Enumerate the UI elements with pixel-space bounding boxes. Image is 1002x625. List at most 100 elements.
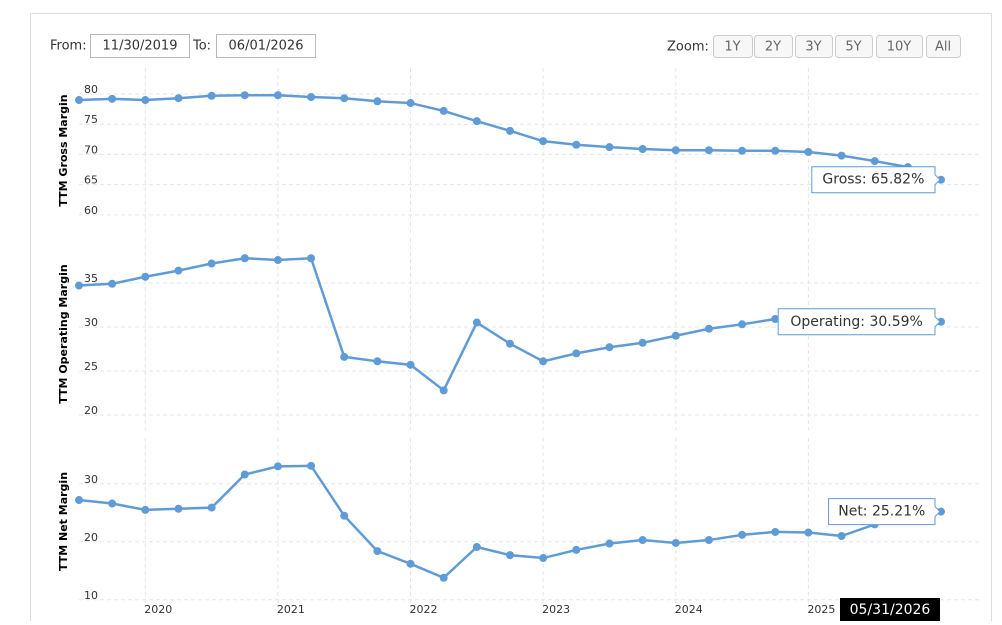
point <box>108 94 117 103</box>
zoom-button[interactable] <box>876 35 923 58</box>
point <box>141 96 150 105</box>
point <box>240 470 249 479</box>
y-tick-label: 35 <box>84 272 98 285</box>
point <box>373 547 382 556</box>
zoom-button[interactable] <box>713 35 753 58</box>
point <box>638 144 647 153</box>
tooltip-box <box>811 166 941 194</box>
point <box>837 531 846 540</box>
point <box>472 543 481 552</box>
y-tick-label: 70 <box>84 143 98 156</box>
point <box>373 357 382 366</box>
y-axis-title: TTM Net Margin <box>57 472 70 571</box>
tooltip-text: Gross: 65.82% <box>822 172 924 188</box>
zoom-button-label: 5Y <box>845 40 861 55</box>
point <box>506 339 514 348</box>
point <box>406 99 415 108</box>
point <box>307 254 316 263</box>
point <box>506 551 514 560</box>
point <box>75 96 83 105</box>
x-tick-label: 2025 <box>807 603 835 616</box>
point <box>671 146 680 155</box>
frame <box>30 13 992 621</box>
zoom-button[interactable] <box>926 35 961 58</box>
point <box>108 499 117 508</box>
y-tick-label: 25 <box>84 360 98 373</box>
tooltip-box <box>828 498 941 526</box>
zoom-label: Zoom: <box>667 40 709 55</box>
y-tick-label: 60 <box>84 204 98 217</box>
point <box>738 146 747 155</box>
point <box>273 91 282 100</box>
y-tick-label: 80 <box>84 83 98 96</box>
to-label: To: <box>192 39 211 54</box>
point <box>638 338 647 347</box>
x-tick-label: 2022 <box>410 603 438 616</box>
y-axis-title: TTM Operating Margin <box>57 264 70 403</box>
point <box>638 536 647 545</box>
y-tick-label: 65 <box>84 174 98 187</box>
point <box>240 91 249 100</box>
point <box>340 511 349 520</box>
to-value: 06/01/2026 <box>229 39 304 54</box>
point <box>771 527 780 536</box>
zoom-button[interactable] <box>754 35 793 58</box>
point <box>572 545 581 554</box>
y-tick-label: 75 <box>84 113 98 126</box>
point <box>804 528 813 537</box>
point <box>539 554 548 563</box>
point <box>307 93 316 102</box>
point <box>439 573 448 582</box>
zoom-button-label: 3Y <box>805 40 821 55</box>
y-tick-label: 30 <box>84 316 98 329</box>
tooltip-box <box>777 308 941 336</box>
line <box>78 464 942 580</box>
point <box>273 256 282 265</box>
point <box>174 504 183 513</box>
point <box>439 106 448 115</box>
x-tick-label: 2021 <box>277 603 305 616</box>
point <box>937 175 945 184</box>
point <box>738 320 747 329</box>
point <box>937 507 945 516</box>
point <box>937 317 945 326</box>
point <box>373 97 382 106</box>
zoom-button-label: 10Y <box>887 40 912 55</box>
zoom-button[interactable] <box>795 35 833 58</box>
point <box>340 94 349 103</box>
point <box>572 349 581 358</box>
to-input[interactable] <box>216 34 316 58</box>
point <box>771 146 780 155</box>
from-input[interactable] <box>90 34 190 58</box>
point <box>207 259 216 268</box>
x-tick-label: 2024 <box>675 603 703 616</box>
y-tick-label: 20 <box>84 404 98 417</box>
point <box>870 157 879 166</box>
crosshair-date-box <box>840 598 940 621</box>
point <box>207 503 216 512</box>
point <box>506 126 514 135</box>
point <box>605 343 614 352</box>
point <box>75 281 83 290</box>
point <box>539 357 548 366</box>
zoom-button-label: 1Y <box>724 40 740 55</box>
point <box>539 137 548 146</box>
point <box>406 559 415 568</box>
point <box>108 279 117 288</box>
x-tick-label: 2023 <box>542 603 570 616</box>
y-tick-label: 30 <box>84 473 98 486</box>
point <box>472 318 481 327</box>
point <box>141 505 150 514</box>
y-tick-label: 20 <box>84 531 98 544</box>
point <box>771 315 780 324</box>
point <box>307 461 316 470</box>
point <box>174 266 183 275</box>
point <box>207 91 216 100</box>
point <box>804 148 813 157</box>
point <box>273 462 282 471</box>
point <box>340 352 349 361</box>
point <box>439 386 448 395</box>
zoom-button-label: All <box>935 40 951 55</box>
point <box>738 530 747 539</box>
zoom-button[interactable] <box>835 35 873 58</box>
